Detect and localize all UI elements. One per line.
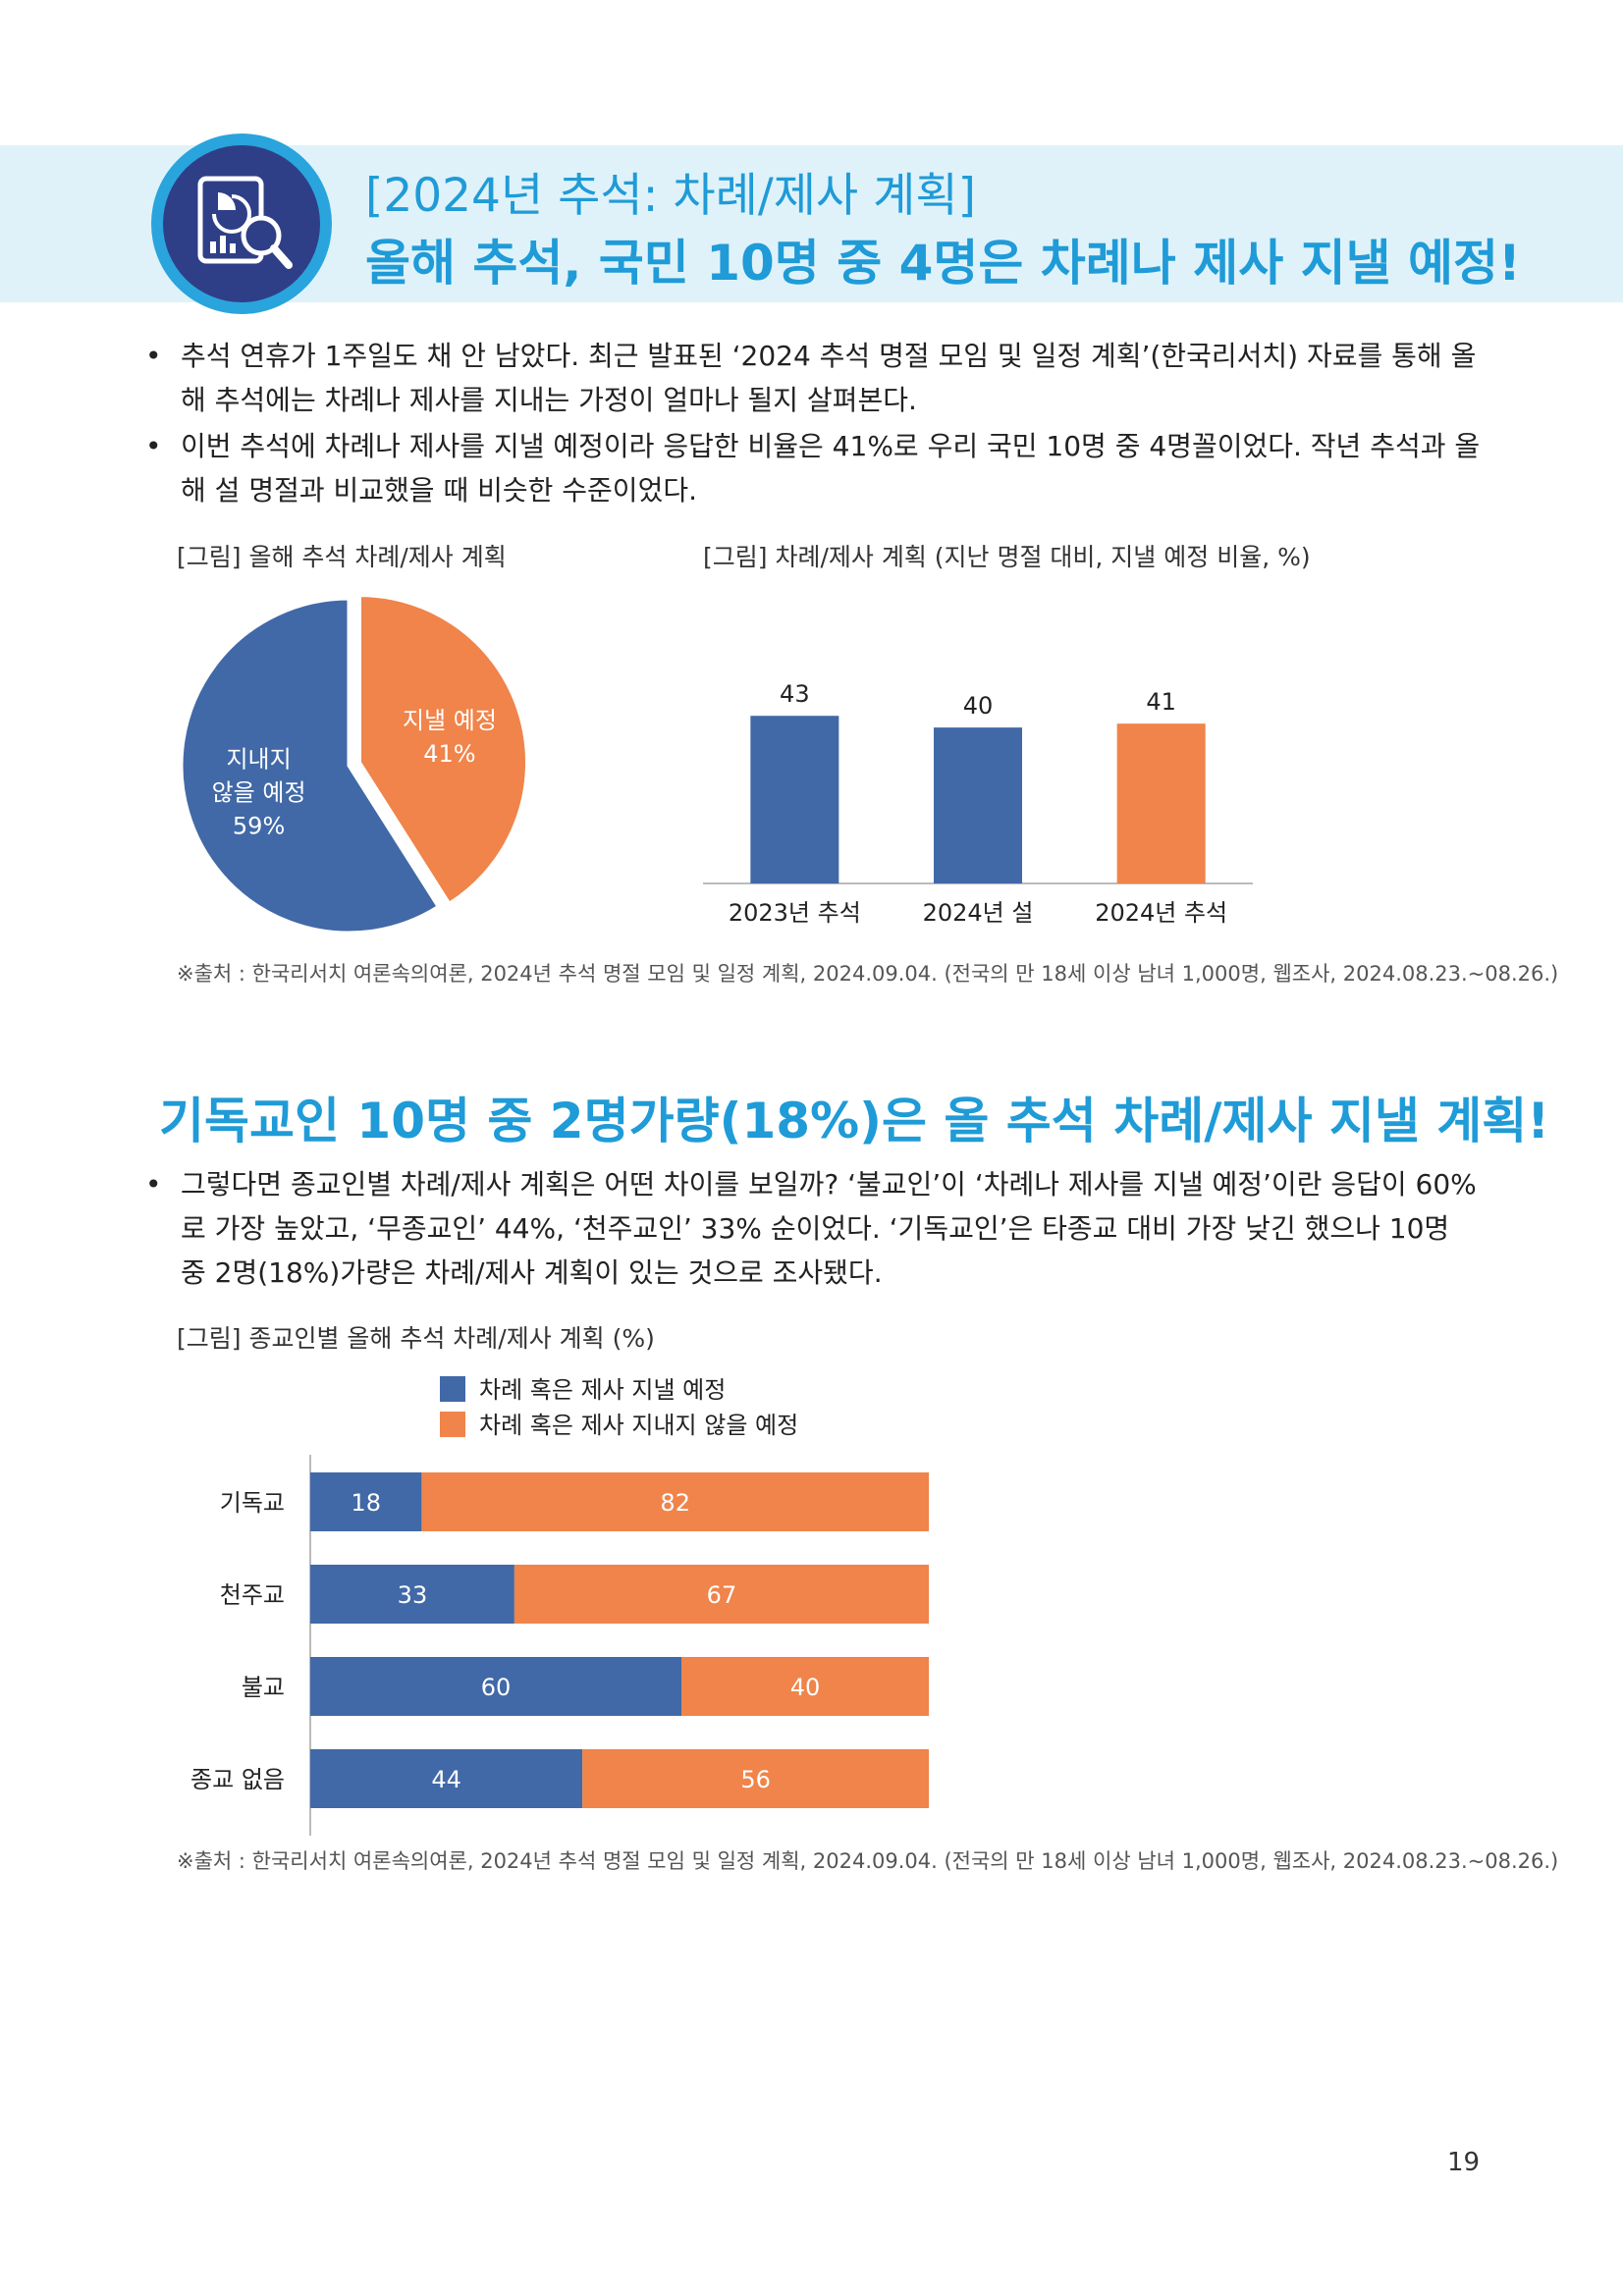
x-tick-label: 2024년 설 [923, 899, 1034, 927]
segment-value-label: 82 [660, 1489, 690, 1517]
pie-value-label: 41% [423, 740, 475, 768]
x-tick-label: 2023년 추석 [729, 899, 861, 927]
legend-label: 차례 혹은 제사 지내지 않을 예정 [479, 1412, 798, 1439]
stacked-bar-segment [310, 1565, 514, 1624]
bar [750, 716, 839, 883]
source-note-2: ※출처 : 한국리서치 여론속의여론, 2024년 추석 명절 모임 및 일정 … [177, 1849, 1559, 1873]
legend-swatch [440, 1376, 465, 1402]
pie-slice-label: 않을 예정 [212, 779, 306, 807]
stacked-chart-caption: [그림] 종교인별 올해 추석 차례/제사 계획 (%) [177, 1324, 655, 1353]
section-heading: 기독교인 10명 중 2명가량(18%)은 올 추석 차례/제사 지낼 계획! [159, 1093, 1550, 1149]
bar [934, 727, 1022, 883]
stacked-bar-segment [421, 1472, 929, 1531]
segment-value-label: 60 [481, 1674, 512, 1701]
stacked-bar-segment [514, 1565, 929, 1624]
stacked-bar-segment [310, 1749, 583, 1808]
pie-value-label: 59% [233, 813, 285, 840]
bar-chart-caption: [그림] 차례/제사 계획 (지난 명절 대비, 지낼 예정 비율, %) [703, 543, 1311, 571]
page-title: 올해 추석, 국민 10명 중 4명은 차례나 제사 지낼 예정! [365, 235, 1521, 292]
legend-swatch [440, 1412, 465, 1437]
x-tick-label: 2024년 추석 [1095, 899, 1227, 927]
segment-value-label: 56 [740, 1766, 771, 1793]
pie-chart-caption: [그림] 올해 추석 차례/제사 계획 [177, 543, 507, 571]
page-number: 19 [1447, 2148, 1481, 2177]
page-title-bracket: [2024년 추석: 차례/제사 계획] [365, 169, 976, 223]
bar-value-label: 40 [963, 692, 994, 720]
stacked-bar-segment [310, 1472, 422, 1531]
y-tick-label: 종교 없음 [190, 1766, 285, 1793]
segment-value-label: 40 [790, 1674, 821, 1701]
chart-magnifier-icon [197, 176, 293, 269]
bar-value-label: 43 [780, 680, 810, 708]
segment-value-label: 18 [351, 1489, 381, 1517]
badge-circle [163, 145, 320, 302]
intro-bullet-2: • 이번 추석에 차례나 제사를 지낼 예정이라 응답한 비율은 41%로 우리 … [145, 430, 1481, 507]
segment-value-label: 33 [398, 1581, 428, 1609]
pie-slice-label: 지낼 예정 [403, 707, 497, 734]
stacked-bar-segment [582, 1749, 929, 1808]
y-tick-label: 천주교 [220, 1581, 285, 1609]
pie-slice [180, 597, 441, 934]
segment-value-label: 67 [707, 1581, 737, 1609]
stacked-bar-segment [681, 1657, 929, 1716]
pie-slice-label: 지내지 [226, 746, 291, 774]
intro-bullet-1: • 추석 연휴가 1주일도 채 안 남았다. 최근 발표된 ‘2024 추석 명절… [145, 340, 1477, 416]
bar [1116, 723, 1206, 883]
y-tick-label: 기독교 [220, 1489, 285, 1517]
vertical-bar-chart: 43 2023년 추석 40 2024년 설 41 2024년 추석 [703, 680, 1253, 927]
stacked-bar-segment [310, 1657, 681, 1716]
pie-slice [358, 594, 529, 906]
segment-value-label: 44 [431, 1766, 461, 1793]
y-tick-label: 불교 [242, 1674, 285, 1701]
bar-value-label: 41 [1146, 688, 1176, 716]
source-note-1: ※출처 : 한국리서치 여론속의여론, 2024년 추석 명절 모임 및 일정 … [177, 962, 1559, 986]
section-bullet-1: • 그렇다면 종교인별 차례/제사 계획은 어떤 차이를 보일까? ‘불교인’이 … [145, 1168, 1477, 1289]
legend-label: 차례 혹은 제사 지낼 예정 [479, 1376, 726, 1404]
